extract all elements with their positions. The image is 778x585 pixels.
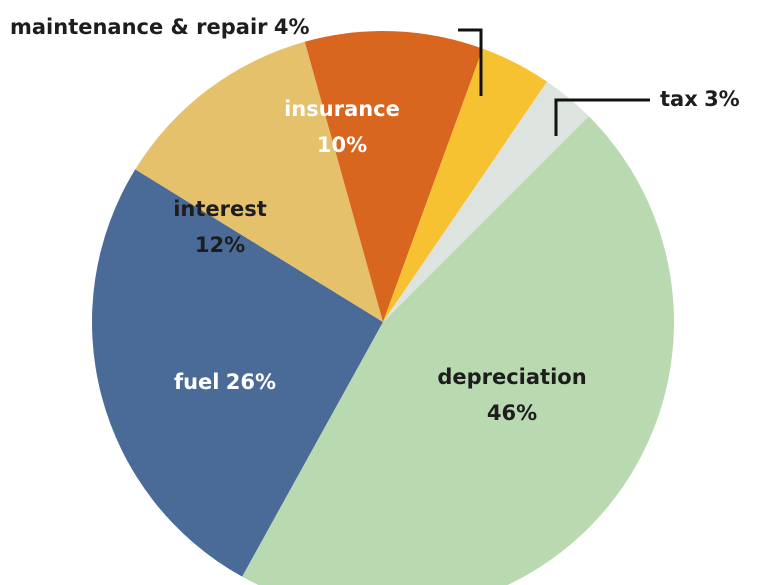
slice-label: fuel 26% — [174, 370, 276, 394]
leader-line — [554, 98, 650, 136]
pie — [91, 31, 674, 585]
slice-value-label: 46% — [487, 401, 537, 425]
slice-value-label: 3% — [704, 87, 740, 111]
slice-label: depreciation — [437, 365, 586, 389]
slice-value-label: 12% — [195, 233, 245, 257]
slice-label: maintenance & repair 4% — [10, 15, 310, 39]
slice-value-label: 10% — [317, 133, 367, 157]
slice-value-label: 26% — [226, 370, 276, 394]
pie-slice — [242, 116, 674, 585]
labels: depreciation 46% fuel 26% interest 12% insuran… — [10, 15, 740, 425]
slice-category: fuel — [174, 370, 220, 394]
pie-slice — [91, 169, 384, 577]
slice-category: tax — [660, 87, 698, 111]
leader-line — [458, 28, 483, 96]
pie-slice — [383, 48, 548, 322]
pie-slice — [135, 41, 383, 323]
slice-value-label: 4% — [274, 15, 310, 39]
slice-label: tax 3% — [660, 87, 740, 111]
pie-slice — [383, 81, 589, 322]
slice-category: maintenance & repair — [10, 15, 268, 39]
slice-label: insurance — [284, 97, 400, 121]
slice-label: interest — [173, 197, 267, 221]
pie-slice — [304, 31, 483, 323]
